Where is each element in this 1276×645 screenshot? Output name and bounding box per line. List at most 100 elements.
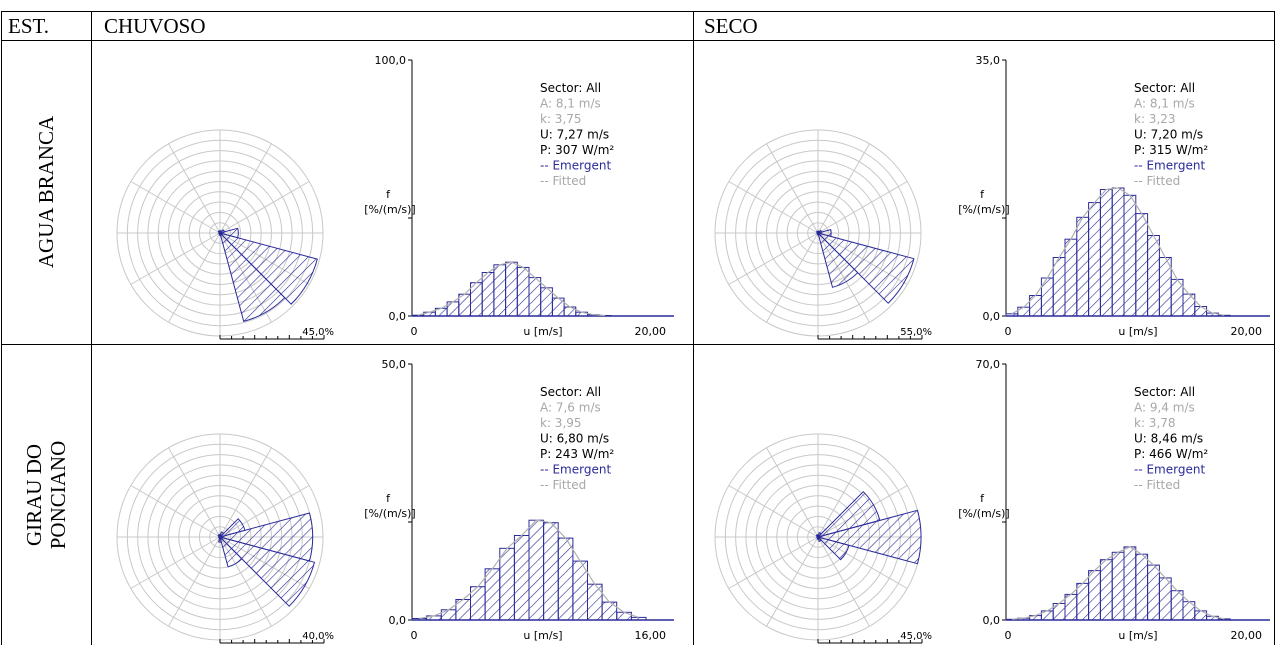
rose-scale-label: 40,0% — [302, 631, 334, 642]
row-label-line2: PONCIANO — [46, 440, 70, 550]
y-top-label: 70,0 — [976, 358, 1001, 371]
histogram-bar — [1005, 313, 1019, 317]
x-right-label: 16,00 — [635, 629, 667, 642]
x-right-label: 20,00 — [1231, 629, 1263, 642]
histogram-bar — [1123, 546, 1137, 621]
rose-spoke — [728, 536, 819, 589]
stats-k: k: 3,95 — [540, 416, 582, 430]
y-axis-label-unit: [%/(m/s)] — [364, 507, 415, 520]
rose-spoke — [817, 536, 870, 627]
rose-spoke — [168, 232, 221, 323]
rose-spoke — [168, 143, 221, 234]
y-axis-label-unit: [%/(m/s)] — [958, 203, 1009, 216]
y-axis-label-f: f — [980, 188, 985, 201]
stats-p: P: 315 W/m² — [1134, 143, 1208, 157]
rose-sector — [815, 534, 819, 539]
y-axis-label-f: f — [386, 492, 391, 505]
legend-fitted: -- Fitted — [540, 174, 586, 188]
legend-fitted: -- Fitted — [540, 478, 586, 492]
stats-p: P: 307 W/m² — [540, 143, 614, 157]
header-seco: SECO — [704, 14, 758, 38]
y-top-label: 35,0 — [976, 54, 1001, 67]
table-border-right — [1274, 11, 1275, 645]
histogram-bar — [1194, 306, 1208, 317]
y-top-label: 50,0 — [382, 358, 407, 371]
histogram-bar — [484, 568, 501, 621]
histogram-bar — [1147, 235, 1160, 317]
stats-sector: Sector: All — [540, 385, 601, 399]
table-border-left — [1, 11, 2, 645]
x-axis-label: u [m/s] — [1118, 325, 1157, 338]
histogram-bar — [1099, 189, 1113, 317]
wind-rose-girau-seco: 45,0% — [714, 433, 932, 644]
histogram-bar — [1076, 216, 1090, 317]
histogram-bar — [1029, 295, 1042, 317]
table-header-divider — [1, 40, 1275, 41]
stats-k: k: 3,78 — [1134, 416, 1176, 430]
y-bottom-label: 0,0 — [389, 310, 407, 323]
wind-rose-agua-branca-seco: 55,0% — [714, 129, 932, 340]
histogram-bar — [630, 616, 647, 621]
x-axis-label: u [m/s] — [523, 629, 562, 642]
histogram-bar — [1099, 559, 1113, 621]
y-top-label: 100,0 — [375, 54, 407, 67]
histogram-bar — [1111, 187, 1125, 317]
row-label-agua-branca: AGUA BRANCA — [34, 92, 58, 292]
x-axis-label: u [m/s] — [1118, 629, 1157, 642]
histogram-agua-branca-chuvoso: 100,0 0,0 f [%/(m/s)] 0 20,00 u [m/s] Sector: A… — [364, 54, 674, 338]
rose-spoke — [130, 536, 221, 589]
stats-k: k: 3,75 — [540, 112, 582, 126]
rose-sector — [218, 232, 318, 305]
rose-spoke — [130, 232, 221, 285]
legend-fitted: -- Fitted — [1134, 174, 1180, 188]
histogram-bar — [543, 522, 559, 621]
histogram-bar — [1182, 293, 1196, 317]
histogram-bar — [1123, 194, 1137, 317]
legend-emergent: -- Emergent — [1134, 159, 1205, 173]
header-chuvoso: CHUVOSO — [104, 14, 206, 38]
histogram-bar — [516, 266, 530, 317]
histogram-bar — [1064, 238, 1078, 317]
histogram-bar — [1052, 257, 1066, 317]
rose-spoke — [766, 232, 819, 323]
rose-sector — [217, 533, 221, 539]
histogram-bar — [601, 601, 618, 621]
histogram-bar — [499, 547, 515, 621]
stats-a: A: 9,4 m/s — [1134, 401, 1195, 415]
fitted-curve — [417, 261, 606, 317]
stats-sector: Sector: All — [1134, 385, 1195, 399]
histogram-bar — [528, 519, 545, 621]
rose-scale-label: 45,0% — [302, 327, 334, 338]
header-est: EST. — [8, 14, 50, 38]
rose-spoke — [219, 447, 272, 538]
rose-sector — [217, 230, 221, 235]
histogram-bar — [481, 272, 495, 317]
histogram-girau-seco: 70,0 0,0 f [%/(m/s)] 0 20,00 u [m/s] Sector: Al… — [958, 358, 1270, 642]
histogram-bar — [470, 282, 483, 317]
row-label-girau: GIRAU DO PONCIANO — [22, 395, 70, 595]
stats-a: A: 8,1 m/s — [540, 97, 601, 111]
x-left-label: 0 — [411, 325, 418, 338]
histogram-bar — [1135, 553, 1149, 621]
table-border-top — [1, 11, 1275, 12]
rose-sector — [816, 232, 915, 304]
row-label-line1: GIRAU DO — [22, 443, 46, 547]
rose-sector — [816, 230, 819, 235]
histogram-bar — [1076, 582, 1090, 621]
fitted-curve — [1011, 546, 1225, 620]
histogram-bar — [1088, 570, 1101, 621]
x-axis-label: u [m/s] — [523, 325, 562, 338]
stats-u: U: 8,46 m/s — [1134, 432, 1203, 446]
stats-u: U: 6,80 m/s — [540, 432, 609, 446]
histogram-bar — [528, 277, 542, 317]
y-axis-label-f: f — [980, 492, 985, 505]
histogram-bar — [557, 537, 574, 621]
rose-spoke — [728, 232, 819, 285]
table-col-divider-1 — [91, 11, 92, 645]
x-left-label: 0 — [411, 629, 418, 642]
rose-spoke — [766, 143, 819, 234]
histogram-bar — [1111, 551, 1125, 621]
rose-spoke — [219, 181, 310, 234]
rose-sector — [817, 231, 859, 288]
